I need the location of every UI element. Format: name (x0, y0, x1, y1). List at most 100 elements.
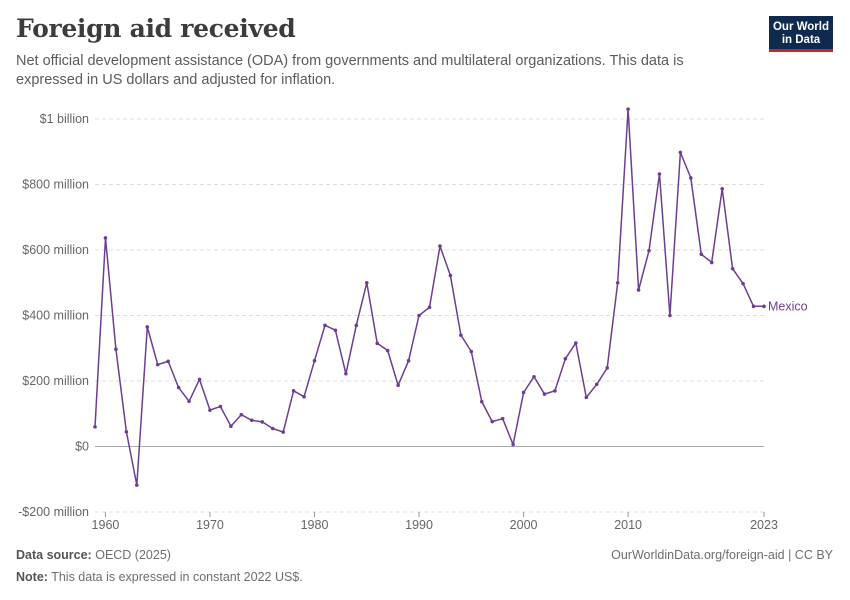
logo-line-2: in Data (781, 33, 821, 46)
data-point (344, 371, 348, 376)
data-point (751, 304, 756, 309)
data-point (500, 416, 505, 421)
data-point (668, 313, 672, 318)
data-point (239, 412, 244, 417)
data-point (532, 374, 536, 379)
data-point (354, 323, 359, 328)
data-point (615, 280, 620, 285)
data-point (594, 382, 599, 387)
data-point (427, 305, 432, 310)
data-point (563, 356, 568, 361)
data-point (281, 430, 285, 434)
data-point (103, 236, 108, 240)
note-label: Note: (16, 570, 48, 584)
data-source: Data source: OECD (2025) (16, 548, 171, 562)
data-point (124, 429, 129, 434)
y-tick-label: $400 million (22, 309, 89, 323)
data-point (762, 304, 766, 309)
data-point (574, 341, 578, 345)
data-point (302, 394, 306, 399)
data-point (448, 273, 453, 278)
y-tick-label: -$200 million (18, 505, 89, 519)
x-tick-label: 1990 (405, 518, 433, 532)
data-point (459, 333, 463, 337)
x-tick-label: 2010 (614, 518, 642, 532)
series-lines (94, 108, 764, 486)
data-point (396, 383, 400, 388)
data-point (647, 248, 651, 253)
data-point (720, 186, 724, 191)
x-tick-label: 1980 (301, 518, 329, 532)
data-point (208, 408, 212, 412)
logo-line-1: Our World (772, 21, 829, 33)
series-labels: Mexico (768, 299, 808, 313)
data-point (678, 150, 683, 155)
data-point (490, 419, 495, 424)
data-point (260, 420, 265, 424)
x-axis-ticks: 1960 1970 1980 1990 2000 2010 2023 (92, 512, 778, 532)
data-point (166, 359, 170, 364)
data-point (521, 390, 526, 395)
data-point (741, 281, 745, 286)
x-tick-label: 1960 (92, 518, 120, 532)
data-point (312, 358, 317, 363)
data-point (155, 362, 160, 367)
y-axis-ticks: -$200 million $0 $200 million $400 million $… (18, 112, 89, 519)
data-point (511, 442, 515, 447)
data-point (187, 399, 191, 404)
data-point (626, 107, 630, 111)
data-point (636, 288, 641, 292)
data-point (114, 347, 118, 352)
data-point (145, 325, 150, 329)
data-point (479, 399, 484, 404)
x-tick-label: 2023 (750, 518, 778, 532)
y-tick-label: $1 billion (40, 112, 89, 126)
data-point (197, 377, 202, 382)
y-tick-label: $200 million (22, 374, 89, 388)
data-point (709, 260, 714, 265)
y-tick-label: $0 (75, 440, 89, 454)
data-point (417, 313, 421, 318)
data-point (291, 389, 296, 393)
note-value: This data is expressed in constant 2022 … (51, 570, 303, 584)
data-point (270, 426, 275, 431)
x-tick-label: 2000 (510, 518, 538, 532)
x-tick-label: 1970 (196, 518, 224, 532)
data-point (229, 424, 233, 428)
data-point (438, 244, 442, 248)
data-point (584, 395, 589, 400)
data-point (605, 366, 610, 370)
data-source-value[interactable]: OECD (2025) (95, 548, 171, 562)
data-point (542, 392, 547, 396)
data-point (657, 172, 662, 176)
series-line-mexico (94, 108, 764, 486)
data-point (176, 385, 181, 390)
data-point (218, 404, 223, 409)
data-point (469, 349, 474, 354)
data-point (406, 358, 411, 363)
data-point (333, 328, 338, 333)
license-label[interactable]: | CC BY (784, 548, 833, 562)
data-point (385, 348, 390, 353)
y-tick-label: $800 million (22, 178, 89, 192)
owid-logo[interactable]: Our World in Data (769, 16, 833, 52)
grid-lines (95, 118, 764, 513)
data-point (135, 483, 139, 487)
chart-note: Note: This data is expressed in constant… (16, 570, 303, 584)
chart-title: Foreign aid received (16, 14, 296, 43)
series-label: Mexico (768, 299, 808, 313)
source-url-link[interactable]: OurWorldinData.org/foreign-aid (611, 548, 785, 562)
data-point (93, 425, 97, 429)
chart-url: OurWorldinData.org/foreign-aid | CC BY (611, 548, 833, 562)
data-source-label: Data source: (16, 548, 92, 562)
data-point (730, 266, 735, 271)
data-point (689, 176, 693, 180)
data-point (249, 418, 254, 423)
y-tick-label: $600 million (22, 243, 89, 257)
data-point (364, 280, 369, 285)
data-point (699, 252, 704, 257)
series-points (93, 107, 766, 487)
data-point (553, 389, 557, 393)
data-point (375, 341, 380, 346)
